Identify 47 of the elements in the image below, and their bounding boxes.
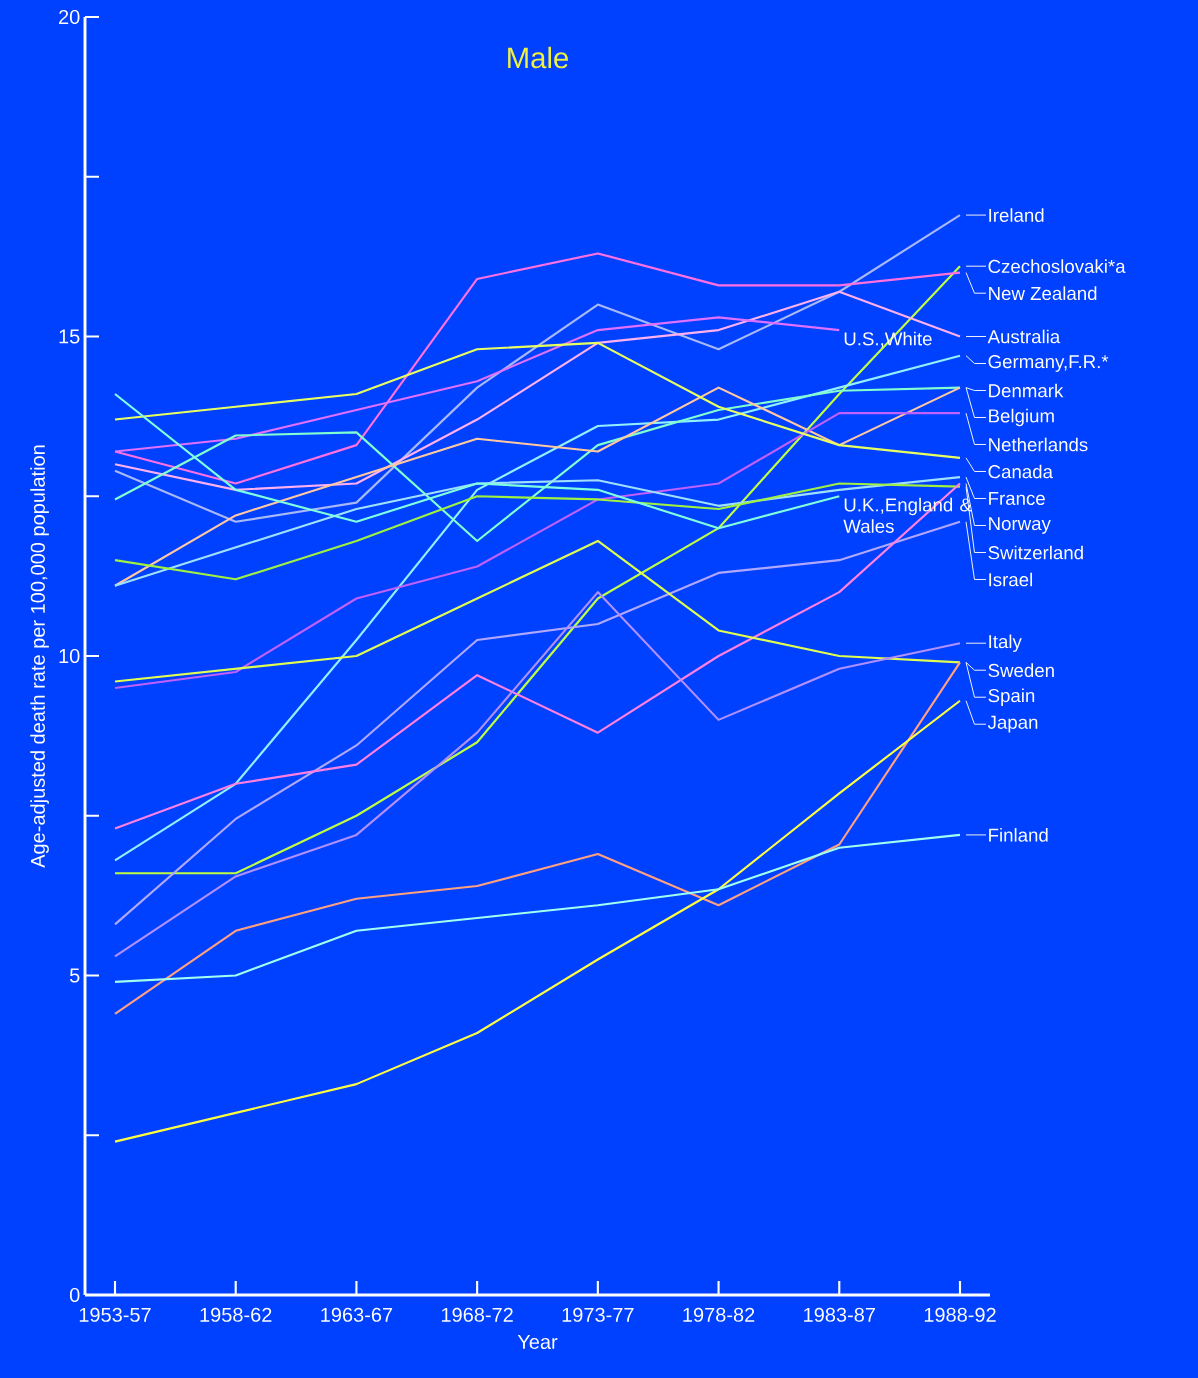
series-label: Japan — [987, 715, 1038, 733]
x-tick-label: 1978-82 — [683, 1307, 755, 1322]
line-series — [113, 290, 962, 491]
series-label: Germany,F.R.* — [988, 355, 1109, 372]
y-tick-label: 15 — [59, 329, 80, 344]
series-label: Italy — [989, 634, 1022, 652]
line-series — [113, 265, 962, 875]
series-label: France — [989, 491, 1045, 506]
line-series — [113, 412, 962, 690]
series-label: Ireland — [989, 208, 1044, 222]
x-tick-label: 1958-62 — [200, 1307, 272, 1322]
series-label: Belgium — [989, 408, 1054, 427]
line-series — [113, 354, 962, 862]
text: Switzerland — [988, 545, 1083, 560]
series-label: Denmark — [989, 383, 1064, 398]
series-label: Australia — [987, 329, 1061, 344]
x-axis-title: Year — [517, 1335, 558, 1349]
line-series — [113, 316, 841, 453]
text: Male — [508, 46, 568, 69]
series-label: Canada — [988, 464, 1053, 479]
series-label: Sweden — [988, 663, 1054, 678]
x-tick-label: 1983-87 — [804, 1307, 875, 1322]
x-tick-label: 1968-72 — [441, 1307, 513, 1322]
x-tick-label: 1988-92 — [924, 1307, 996, 1322]
y-axis-title: Age-adjusted death rate per 100,000 population — [30, 445, 49, 868]
y-tick-label: 5 — [69, 968, 80, 983]
x-tick-label: 1963-67 — [321, 1307, 393, 1322]
text: Israel — [989, 572, 1032, 587]
y-tick-label: 20 — [59, 9, 80, 25]
text: Norway — [989, 517, 1051, 534]
line-series — [113, 661, 962, 1015]
text: Spain — [988, 688, 1035, 706]
line-series — [113, 833, 962, 983]
y-tick-label: 0 — [69, 1287, 80, 1303]
line-series — [113, 482, 962, 830]
series-label: New Zealand — [989, 286, 1097, 301]
line-series — [113, 252, 962, 485]
y-tick-label: 10 — [59, 648, 80, 664]
x-tick-label: 1973-77 — [562, 1307, 634, 1322]
line-series — [113, 591, 962, 958]
line-series — [113, 520, 962, 926]
series-label: Finland — [989, 828, 1048, 842]
series-label: Czechoslovaki*a — [988, 259, 1126, 274]
x-tick-label: 1953-57 — [79, 1307, 151, 1322]
line-series — [113, 699, 962, 1143]
line-series — [113, 392, 841, 530]
text: Netherlands — [989, 437, 1088, 452]
